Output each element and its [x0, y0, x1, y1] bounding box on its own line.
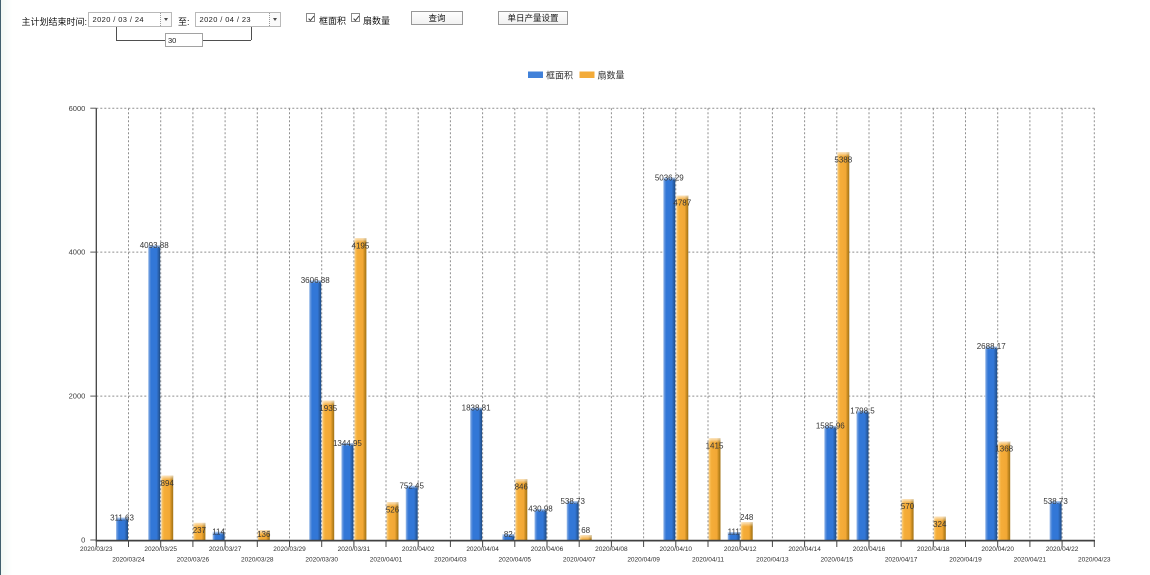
svg-text:1344.95: 1344.95: [333, 439, 362, 448]
svg-text:2020/04/21: 2020/04/21: [1014, 557, 1047, 564]
svg-text:2020/04/08: 2020/04/08: [595, 546, 628, 553]
svg-text:1368: 1368: [995, 445, 1013, 454]
svg-text:2020/04/01: 2020/04/01: [370, 557, 403, 564]
svg-text:111: 111: [728, 528, 741, 537]
svg-text:4195: 4195: [352, 241, 370, 250]
svg-text:4093.88: 4093.88: [140, 241, 169, 250]
svg-text:2020/03/23: 2020/03/23: [80, 546, 113, 553]
svg-text:2020/03/30: 2020/03/30: [305, 557, 338, 564]
svg-text:538.73: 538.73: [1043, 497, 1068, 506]
svg-text:324: 324: [933, 520, 947, 529]
svg-text:3606.88: 3606.88: [301, 276, 330, 285]
svg-text:0: 0: [81, 536, 85, 545]
svg-text:2020/04/14: 2020/04/14: [788, 546, 821, 553]
svg-text:526: 526: [386, 505, 400, 514]
svg-text:2020/04/12: 2020/04/12: [724, 546, 757, 553]
svg-text:5036.29: 5036.29: [655, 173, 684, 182]
svg-text:4787: 4787: [673, 199, 691, 208]
svg-text:2020/04/19: 2020/04/19: [949, 557, 982, 564]
svg-text:2020/04/10: 2020/04/10: [660, 546, 693, 553]
svg-text:752.45: 752.45: [399, 482, 424, 491]
svg-text:2020/03/27: 2020/03/27: [209, 546, 242, 553]
svg-text:2020/04/09: 2020/04/09: [627, 557, 660, 564]
svg-text:2020/04/05: 2020/04/05: [499, 557, 532, 564]
svg-text:2020/04/23: 2020/04/23: [1078, 557, 1111, 564]
svg-text:237: 237: [193, 526, 207, 535]
svg-text:114: 114: [212, 528, 225, 537]
svg-text:扇数量: 扇数量: [598, 69, 625, 80]
svg-text:1838.81: 1838.81: [462, 403, 491, 412]
svg-text:136: 136: [257, 530, 271, 539]
svg-text:2020/03/25: 2020/03/25: [144, 546, 177, 553]
svg-text:570: 570: [901, 502, 915, 511]
svg-text:2020/03/26: 2020/03/26: [177, 557, 210, 564]
svg-text:2020/04/20: 2020/04/20: [981, 546, 1014, 553]
svg-text:2020/04/13: 2020/04/13: [756, 557, 789, 564]
svg-text:311.63: 311.63: [110, 513, 134, 522]
svg-text:2020/04/15: 2020/04/15: [821, 557, 854, 564]
svg-text:2020/04/22: 2020/04/22: [1046, 546, 1079, 553]
svg-text:894: 894: [161, 479, 175, 488]
svg-text:2020/04/11: 2020/04/11: [692, 557, 724, 564]
svg-text:430.98: 430.98: [528, 505, 553, 514]
svg-text:538.73: 538.73: [560, 497, 585, 506]
svg-text:5388: 5388: [834, 155, 852, 164]
svg-text:2688.17: 2688.17: [977, 342, 1006, 351]
svg-text:1798.5: 1798.5: [850, 406, 875, 415]
svg-text:2020/03/31: 2020/03/31: [338, 546, 371, 553]
svg-text:2020/04/16: 2020/04/16: [853, 546, 886, 553]
svg-text:1935: 1935: [319, 404, 337, 413]
svg-text:2020/04/07: 2020/04/07: [563, 557, 596, 564]
svg-text:1585.96: 1585.96: [816, 422, 845, 431]
svg-text:82: 82: [504, 530, 513, 539]
svg-text:248: 248: [740, 513, 754, 522]
svg-text:68: 68: [581, 526, 590, 535]
svg-text:2020/03/24: 2020/03/24: [112, 557, 145, 564]
svg-text:2020/04/04: 2020/04/04: [466, 546, 499, 553]
svg-text:846: 846: [515, 482, 529, 491]
svg-text:2020/04/18: 2020/04/18: [917, 546, 950, 553]
svg-text:1415: 1415: [706, 441, 724, 450]
svg-text:2020/03/28: 2020/03/28: [241, 557, 274, 564]
svg-text:2020/04/06: 2020/04/06: [531, 546, 564, 553]
svg-text:2020/04/17: 2020/04/17: [885, 557, 918, 564]
svg-text:4000: 4000: [69, 248, 86, 257]
svg-text:2020/04/02: 2020/04/02: [402, 546, 435, 553]
svg-text:2020/03/29: 2020/03/29: [273, 546, 306, 553]
svg-text:6000: 6000: [69, 104, 86, 113]
svg-text:2020/04/03: 2020/04/03: [434, 557, 467, 564]
svg-text:2000: 2000: [69, 392, 86, 401]
svg-text:框面积: 框面积: [546, 69, 573, 80]
